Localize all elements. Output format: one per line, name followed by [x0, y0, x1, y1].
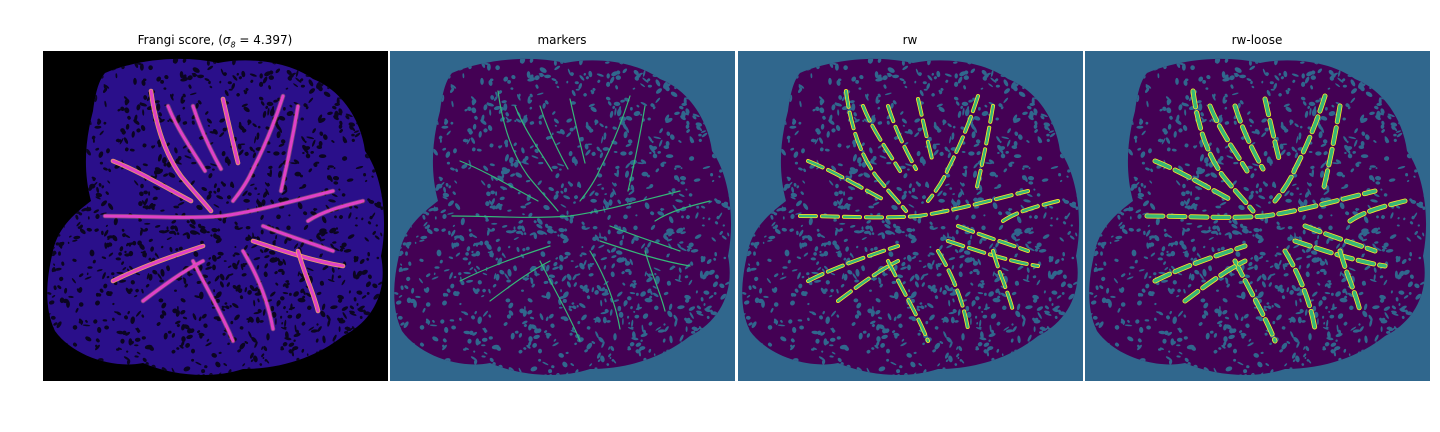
vessel-segment [1273, 94, 1327, 203]
vessel-segment [1153, 244, 1247, 283]
vessel-segment [806, 159, 888, 203]
vessel-segment [806, 244, 900, 283]
vessel-segment [111, 244, 205, 283]
vessel-segment [539, 105, 569, 170]
rw-image [738, 51, 1083, 381]
vessel-segment [991, 249, 1015, 313]
vessel-segment [459, 245, 551, 282]
vessel-network [102, 88, 366, 344]
vessel-segment [103, 189, 335, 219]
vessel-segment [451, 190, 681, 218]
vessel-segment [1208, 104, 1249, 173]
frangi-panel-title: Frangi score, (σ8 = 4.397) [42, 32, 388, 53]
vessel-segment [306, 199, 365, 223]
vessel-segment [1233, 259, 1277, 343]
vessel-segment [1283, 249, 1317, 331]
vessel-segment [1263, 97, 1282, 165]
vessel-segment [149, 89, 213, 213]
vessel-segment [539, 260, 581, 342]
frangi-title-suffix: = 4.397) [235, 33, 293, 47]
vessel-segment [1183, 259, 1247, 303]
vessel-segment [1338, 249, 1362, 313]
rw-loose-image [1085, 51, 1430, 381]
vessel-segment [111, 159, 193, 203]
vessel-segment [459, 160, 539, 202]
rw-loose-canvas [1085, 51, 1430, 381]
vessel-segment [221, 97, 240, 165]
vessel-segment [279, 104, 300, 193]
vessel-segment [1153, 159, 1235, 203]
vessel-segment [844, 89, 908, 213]
vessel-segment [956, 224, 1030, 253]
vessel-segment [974, 104, 995, 193]
frangi-canvas [43, 51, 388, 381]
vessel-segment [926, 94, 980, 203]
vessel-segment [191, 104, 223, 171]
vessel-segment [1348, 199, 1407, 223]
markers-image [390, 51, 735, 381]
vessel-segment [599, 240, 691, 267]
vessel-network [1144, 88, 1408, 344]
vessel-network [451, 90, 711, 342]
vessel-segment [231, 94, 285, 203]
frangi-title-sub: 8 [230, 40, 236, 50]
vessel-segment [644, 250, 666, 312]
frangi-title-prefix: Frangi score, ( [137, 33, 223, 47]
vessel-segment [514, 105, 553, 172]
vessel-segment [936, 249, 970, 331]
vessel-segment [589, 250, 621, 330]
frangi-title-symbol: σ [222, 33, 231, 47]
vessel-network [798, 89, 1060, 343]
vessel-segment [579, 95, 631, 202]
vessel-segment [886, 259, 930, 343]
rw-canvas [738, 51, 1083, 381]
vessel-segment [191, 259, 235, 343]
rw-panel-title: rw [902, 33, 918, 47]
vessel-segment [489, 260, 551, 302]
markers-panel-title: markers [537, 33, 587, 47]
vessel-segment [1191, 89, 1255, 213]
markers-canvas [390, 51, 735, 381]
vessel-segment [1233, 104, 1265, 171]
vessel-segment [497, 90, 559, 212]
vessel-segment [798, 189, 1030, 219]
vessel-segment [261, 224, 335, 253]
vessel-segment [1321, 104, 1342, 193]
vessel-segment [241, 249, 275, 331]
rw-loose-panel-title: rw-loose [1231, 33, 1283, 47]
vessel-segment [569, 98, 586, 164]
vessel-segment [886, 104, 918, 171]
vessel-segment [141, 259, 205, 303]
vessel-segment [166, 104, 207, 173]
vessel-segment [836, 259, 900, 303]
frangi-image [43, 51, 388, 381]
vessel-segment [1303, 224, 1377, 253]
vessel-segment [296, 249, 320, 313]
vessel-segment [609, 225, 681, 252]
vessel-segment [916, 97, 935, 165]
vessel-segment [861, 104, 902, 173]
vessel-segment [1001, 199, 1060, 223]
vessel-segment [627, 105, 646, 192]
vessel-segment [654, 200, 711, 222]
vessel-segment [1145, 189, 1377, 220]
